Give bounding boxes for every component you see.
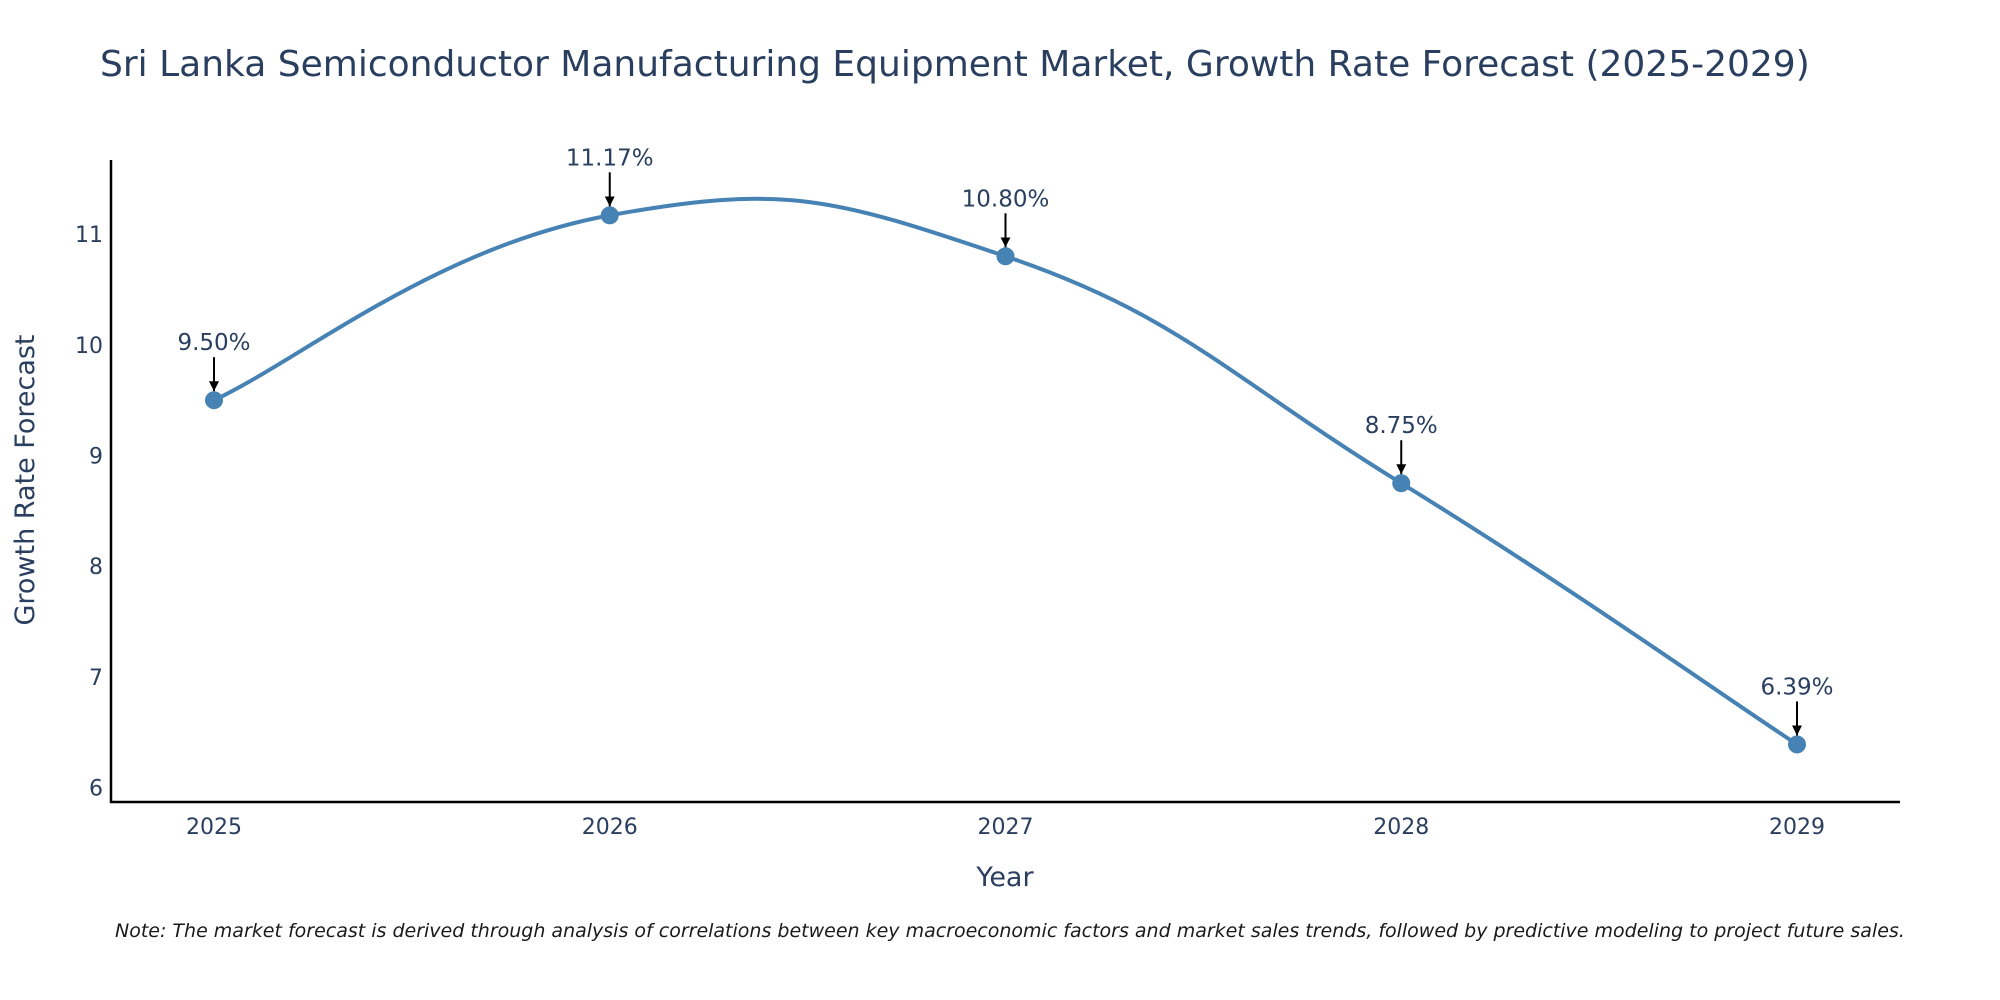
data-point[interactable] [1392, 474, 1411, 493]
x-axis-title: Year [975, 862, 1034, 893]
x-tick-label: 2029 [1769, 815, 1825, 840]
data-label: 9.50% [177, 330, 250, 356]
data-label: 6.39% [1760, 674, 1833, 700]
chart-note: Note: The market forecast is derived thr… [115, 920, 1905, 942]
data-label: 8.75% [1365, 413, 1438, 439]
data-label: 11.17% [566, 145, 654, 171]
y-axis-title: Growth Rate Forecast [10, 334, 41, 625]
y-tick-label: 8 [89, 555, 103, 580]
y-tick-label: 7 [89, 666, 103, 691]
data-point[interactable] [996, 247, 1015, 266]
y-tick-label: 9 [89, 445, 103, 470]
chart-title: Sri Lanka Semiconductor Manufacturing Eq… [100, 44, 1810, 85]
y-tick-label: 11 [75, 223, 103, 248]
data-point[interactable] [1788, 735, 1806, 754]
x-tick-label: 2025 [186, 815, 242, 840]
data-label: 10.80% [962, 186, 1050, 212]
y-tick-label: 6 [89, 777, 103, 802]
series-line [213, 196, 1799, 747]
data-point[interactable] [600, 206, 619, 225]
x-tick-label: 2026 [582, 815, 638, 840]
x-tick-label: 2028 [1373, 815, 1429, 840]
x-tick-label: 2027 [978, 815, 1034, 840]
data-point[interactable] [205, 391, 223, 410]
y-tick-label: 10 [75, 334, 103, 359]
